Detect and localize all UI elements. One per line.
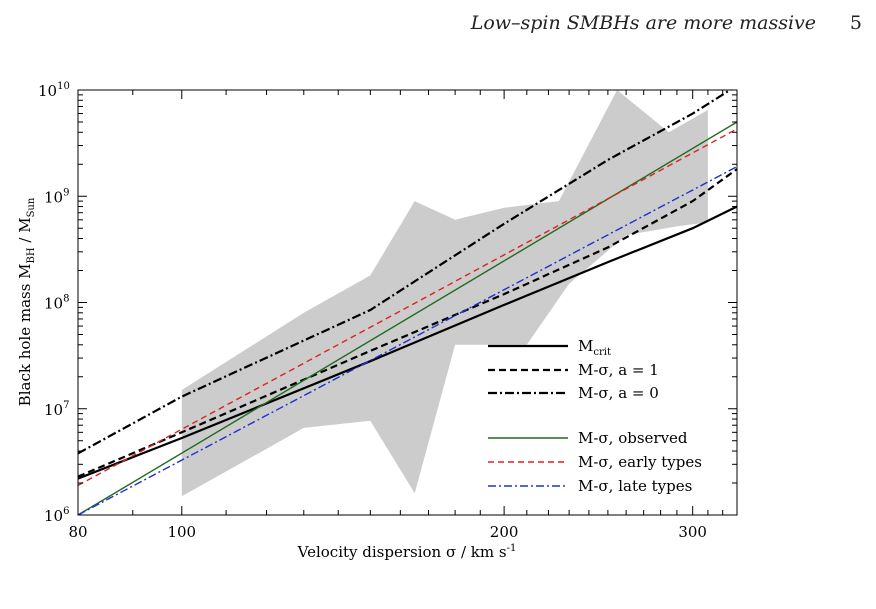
- y-tick-label: 106: [44, 506, 69, 525]
- scatter-range-region: [181, 90, 708, 497]
- y-tick-label: 108: [44, 294, 69, 313]
- legend-label-5: M-σ, late types: [578, 477, 692, 495]
- x-tick-label: 300: [678, 523, 707, 541]
- x-tick-label: 80: [68, 523, 87, 541]
- legend-label-2: M-σ, a = 0: [578, 384, 659, 402]
- y-axis-label: Black hole mass MBH / MSun: [16, 197, 37, 406]
- series-line-1: [78, 168, 737, 478]
- page-number: 5: [849, 12, 862, 34]
- legend-label-3: M-σ, observed: [578, 429, 688, 447]
- series-line-5: [78, 165, 737, 515]
- x-tick-label: 100: [167, 523, 196, 541]
- legend-label-4: M-σ, early types: [578, 453, 702, 471]
- series-line-3: [78, 121, 737, 515]
- legend-label-0: Mcrit: [578, 337, 611, 358]
- series-line-2: [78, 90, 733, 455]
- series-line-0: [78, 205, 737, 480]
- running-header: Low–spin SMBHs are more massive 5: [0, 12, 876, 42]
- legend-label-1: M-σ, a = 1: [578, 361, 659, 379]
- y-tick-label: 109: [44, 187, 69, 206]
- series-line-4: [78, 128, 737, 487]
- running-title: Low–spin SMBHs are more massive: [470, 12, 816, 34]
- y-tick-label: 1010: [38, 81, 70, 100]
- x-tick-label: 200: [490, 523, 519, 541]
- x-axis-label: Velocity dispersion σ / km s-1: [297, 543, 517, 561]
- y-tick-label: 107: [44, 400, 69, 419]
